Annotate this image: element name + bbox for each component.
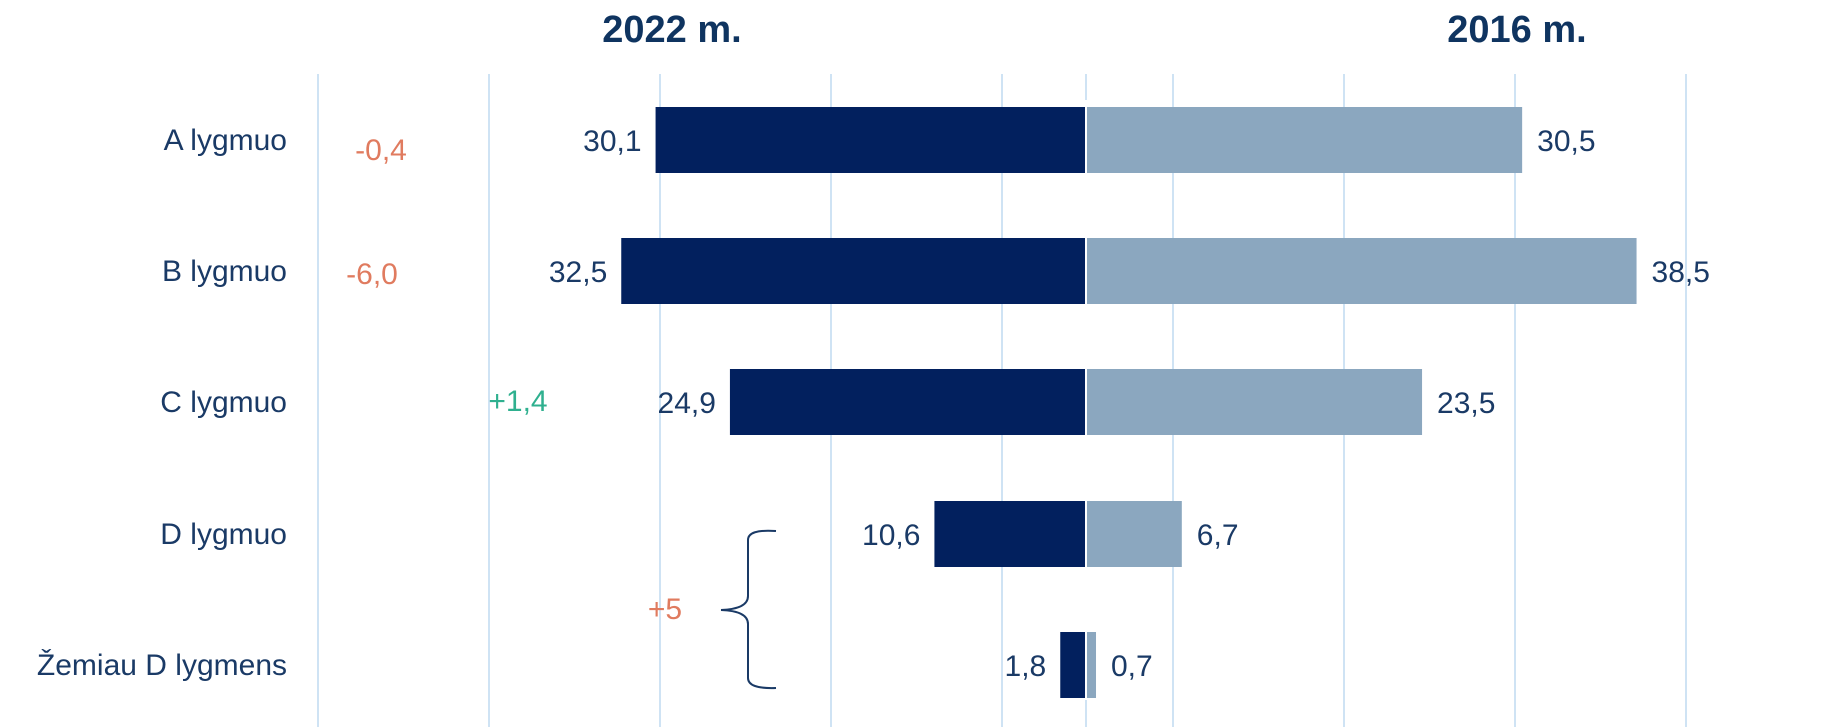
bars-2016 [1086,107,1637,698]
value-label-2022: 32,5 [549,256,607,289]
bar-2016 [1086,501,1182,567]
category-label: Žemiau D lygmens [37,649,287,682]
bar-2016 [1086,369,1423,435]
bar-2016 [1086,107,1523,173]
value-label-2016: 23,5 [1437,387,1495,420]
category-label: C lygmuo [160,386,287,419]
combined-difference-label: +5 [648,593,682,626]
value-label-2016: 30,5 [1537,125,1595,158]
bar-2022 [621,238,1086,304]
category-label: B lygmuo [162,255,287,288]
value-label-2022: 30,1 [583,125,641,158]
title-right: 2016 m. [1447,9,1586,51]
bar-2022 [729,369,1086,435]
bar-2016 [1086,632,1097,698]
value-label-2016: 38,5 [1652,256,1710,289]
bar-2022 [934,501,1086,567]
title-left: 2022 m. [602,9,741,51]
bars-2022 [621,107,1086,698]
difference-label: +1,4 [488,385,547,418]
bar-2016 [1086,238,1637,304]
category-label: D lygmuo [160,518,287,551]
value-label-2022: 1,8 [1005,650,1047,683]
difference-label: -6,0 [346,258,398,291]
value-label-2022: 24,9 [658,387,716,420]
category-label: A lygmuo [164,124,287,157]
value-labels: 30,1 30,5 32,5 38,5 24,9 23,5 10,6 6,7 1,8 0,7 [549,125,1710,683]
bar-2022 [655,107,1086,173]
value-label-2016: 6,7 [1197,519,1239,552]
category-labels: A lygmuo B lygmuo C lygmuo D lygmuo Žemiau D… [37,124,287,682]
value-label-2022: 10,6 [862,519,920,552]
value-label-2016: 0,7 [1111,650,1153,683]
brace [720,529,777,690]
bar-2022 [1060,632,1086,698]
difference-label: -0,4 [355,134,407,167]
difference-labels: -0,4 -6,0 +1,4 +5 [346,134,682,626]
